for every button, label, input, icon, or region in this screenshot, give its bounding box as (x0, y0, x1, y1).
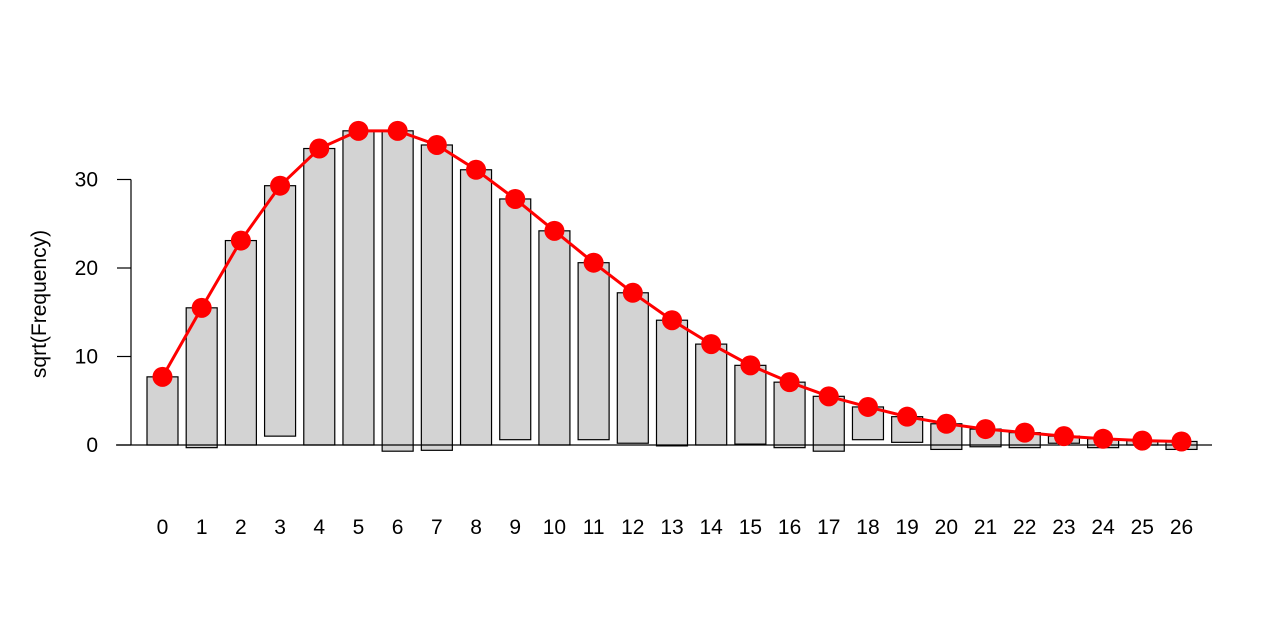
y-axis-title: sqrt(Frequency) (28, 230, 51, 378)
expected-point-5 (348, 120, 369, 141)
bar-12 (616, 292, 649, 444)
x-tick-label: 3 (274, 516, 286, 539)
expected-point-0 (152, 366, 173, 387)
x-tick-label: 21 (974, 516, 997, 539)
y-tick-label: 0 (86, 434, 98, 457)
x-tick-label: 26 (1170, 516, 1193, 539)
y-axis: 0 10 20 30 (75, 169, 132, 457)
expected-point-10 (544, 220, 565, 241)
x-tick-label: 17 (817, 516, 840, 539)
x-tick-label: 9 (509, 516, 521, 539)
x-tick-label: 16 (778, 516, 801, 539)
bar-9 (499, 198, 532, 441)
x-tick-labels: 0 1 2 3 4 5 6 7 8 9 10 11 12 13 14 15 16 17 18 19 20 21 22 23 24… (157, 516, 1194, 539)
bar-8 (459, 169, 493, 446)
expected-point-20 (936, 413, 957, 434)
bar-14 (695, 343, 728, 446)
bar-4 (303, 147, 336, 446)
y-tick-label: 10 (75, 346, 98, 369)
expected-point-17 (818, 386, 839, 407)
x-tick-label: 11 (583, 516, 605, 539)
bar-15 (734, 364, 767, 445)
expected-point-2 (230, 230, 251, 251)
x-tick-label: 1 (196, 516, 208, 539)
bar-10 (538, 230, 571, 446)
bar-2 (224, 239, 257, 446)
x-tick-label: 18 (856, 516, 879, 539)
expected-point-6 (387, 120, 408, 141)
expected-point-18 (857, 396, 878, 417)
x-tick-label: 10 (543, 516, 566, 539)
expected-point-12 (622, 282, 643, 303)
x-tick-label: 20 (935, 516, 958, 539)
expected-point-19 (897, 406, 918, 427)
expected-points (152, 120, 1192, 452)
x-tick-label: 15 (739, 516, 762, 539)
x-tick-label: 12 (621, 516, 644, 539)
bar-3 (263, 185, 297, 437)
bar-0 (146, 376, 179, 446)
expected-point-14 (701, 334, 722, 355)
x-tick-label: 7 (431, 516, 443, 539)
expected-point-26 (1171, 431, 1192, 452)
x-tick-label: 5 (353, 516, 365, 539)
x-tick-label: 23 (1052, 516, 1075, 539)
expected-point-9 (505, 188, 526, 209)
x-tick-label: 8 (470, 516, 482, 539)
bar-18 (851, 406, 885, 441)
x-tick-label: 19 (895, 516, 918, 539)
x-tick-label: 24 (1091, 516, 1115, 539)
bar-6 (381, 130, 414, 452)
expected-point-11 (583, 252, 604, 273)
bar-1 (185, 307, 218, 449)
expected-point-13 (662, 310, 682, 331)
x-tick-label: 22 (1013, 516, 1036, 539)
expected-point-25 (1132, 430, 1153, 451)
x-tick-label: 2 (235, 516, 247, 539)
bars (146, 130, 1198, 452)
x-tick-label: 6 (392, 516, 404, 539)
expected-point-1 (191, 297, 212, 318)
expected-point-21 (975, 419, 996, 440)
bar-5 (342, 130, 375, 446)
bar-7 (420, 144, 453, 451)
bar-13 (655, 319, 689, 447)
expected-point-24 (1093, 428, 1114, 449)
expected-point-15 (740, 355, 761, 376)
x-tick-label: 25 (1131, 516, 1154, 539)
x-tick-label: 0 (157, 516, 169, 539)
x-tick-label: 13 (660, 516, 683, 539)
expected-point-3 (270, 175, 291, 196)
expected-point-4 (309, 138, 330, 159)
expected-point-23 (1053, 426, 1074, 447)
y-tick-label: 20 (75, 257, 98, 280)
expected-point-22 (1014, 422, 1035, 443)
bar-11 (577, 262, 610, 441)
y-tick-label: 30 (75, 169, 98, 192)
x-tick-label: 14 (700, 516, 724, 539)
x-tick-label: 4 (313, 516, 325, 539)
expected-point-16 (779, 372, 800, 393)
bar-16 (773, 381, 806, 449)
expected-point-8 (466, 159, 487, 180)
expected-point-7 (426, 134, 447, 155)
